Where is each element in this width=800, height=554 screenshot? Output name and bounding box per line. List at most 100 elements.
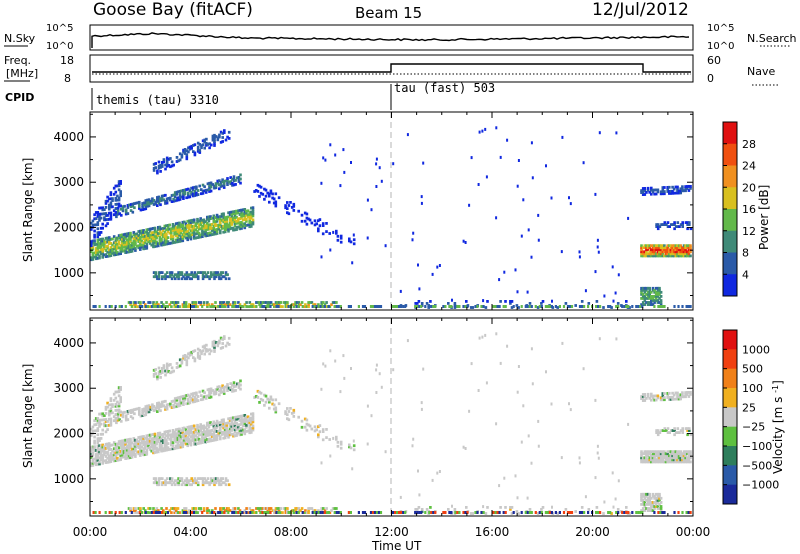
velocity-cell: [180, 401, 183, 405]
power-cell: [251, 218, 255, 222]
velocity-cell: [112, 419, 116, 423]
velocity-cell: [114, 396, 118, 400]
power-cell: [656, 190, 660, 194]
power-cell: [129, 237, 132, 241]
velocity-cell: [109, 419, 113, 423]
velocity-cell: [465, 506, 468, 509]
power-cell: [676, 185, 679, 189]
power-cell: [570, 305, 574, 308]
power-cell: [658, 293, 661, 296]
power-cell: [284, 305, 288, 308]
power-cell: [152, 227, 155, 230]
velocity-cell: [682, 456, 686, 460]
velocity-cell: [101, 428, 104, 432]
velocity-cell: [119, 439, 122, 443]
freq-tick-top: 18: [60, 54, 74, 67]
velocity-cell: [230, 426, 233, 430]
power-cell: [265, 305, 268, 308]
velocity-cell: [185, 394, 188, 397]
velocity-cell: [176, 444, 180, 448]
power-cell: [108, 217, 111, 221]
power-cell: [210, 223, 214, 226]
power-cell: [133, 202, 136, 205]
velocity-cell: [230, 418, 233, 422]
power-cell: [558, 305, 561, 308]
power-cell: [162, 194, 166, 198]
velocity-cell: [650, 450, 653, 454]
velocity-cell: [170, 441, 173, 445]
velocity-cell: [122, 441, 126, 444]
power-cell: [434, 305, 437, 308]
power-cell: [150, 227, 153, 231]
power-cell: [213, 186, 216, 190]
power-cell: [659, 244, 663, 248]
power-cell: [212, 230, 216, 234]
power-cell: [106, 254, 109, 258]
power-cell: [185, 275, 189, 279]
power-cell: [184, 236, 188, 240]
velocity-cell: [196, 436, 199, 439]
power-cell: [171, 229, 175, 232]
velocity-cell: [650, 454, 653, 458]
power-cell: [510, 300, 514, 303]
power-cell: [160, 194, 164, 198]
power-cell: [243, 208, 247, 211]
velocity-cell: [248, 421, 251, 424]
velocity-cell: [106, 442, 109, 446]
velocity-cell: [148, 446, 152, 449]
power-cell: [129, 303, 132, 306]
velocity-cell: [261, 507, 265, 510]
velocity-cell: [485, 381, 488, 385]
velocity-cell: [687, 391, 691, 394]
power-cell: [231, 181, 234, 185]
velocity-cell: [313, 425, 317, 429]
power-cell: [676, 248, 679, 252]
power-cell: [687, 189, 691, 192]
power-cell: [119, 204, 122, 208]
velocity-cell: [197, 429, 201, 433]
power-cell: [186, 226, 189, 229]
velocity-cell: [245, 423, 248, 427]
velocity-cell: [190, 398, 193, 402]
velocity-cell: [178, 437, 181, 441]
power-cell: [194, 236, 198, 240]
power-cell: [224, 271, 228, 274]
power-cell: [110, 305, 113, 308]
power-cell: [375, 305, 379, 308]
power-cell: [120, 213, 123, 217]
power-cell: [163, 230, 167, 234]
power-cell: [160, 237, 163, 241]
power-cell: [140, 233, 144, 237]
power-cell: [640, 250, 643, 254]
velocity-cell: [119, 443, 122, 447]
velocity-cell: [142, 407, 146, 411]
velocity-cell: [277, 402, 281, 406]
velocity-cell: [90, 427, 93, 431]
power-cell: [245, 305, 248, 308]
velocity-cell: [256, 389, 260, 393]
power-cell: [109, 213, 113, 217]
power-cell: [291, 303, 294, 306]
power-cell: [144, 205, 148, 209]
power-cell: [170, 271, 174, 274]
power-cell: [98, 254, 101, 258]
velocity-cell: [627, 511, 630, 514]
velocity-cell: [656, 394, 660, 398]
velocity-cell: [656, 507, 660, 510]
velocity-cell: [170, 400, 174, 403]
velocity-cell: [214, 430, 217, 434]
velocity-cell: [651, 501, 655, 504]
velocity-cell: [188, 509, 191, 512]
power-cell: [212, 224, 216, 228]
velocity-cell: [654, 505, 658, 508]
velocity-cell: [648, 494, 651, 498]
power-cell: [121, 245, 124, 249]
power-cell: [199, 219, 202, 222]
power-cell: [210, 271, 213, 274]
power-cell: [170, 235, 173, 239]
power-cell: [686, 187, 689, 190]
velocity-cell: [656, 452, 660, 456]
velocity-cell: [153, 509, 157, 512]
power-cell: [245, 219, 248, 223]
power-cell: [656, 223, 660, 226]
